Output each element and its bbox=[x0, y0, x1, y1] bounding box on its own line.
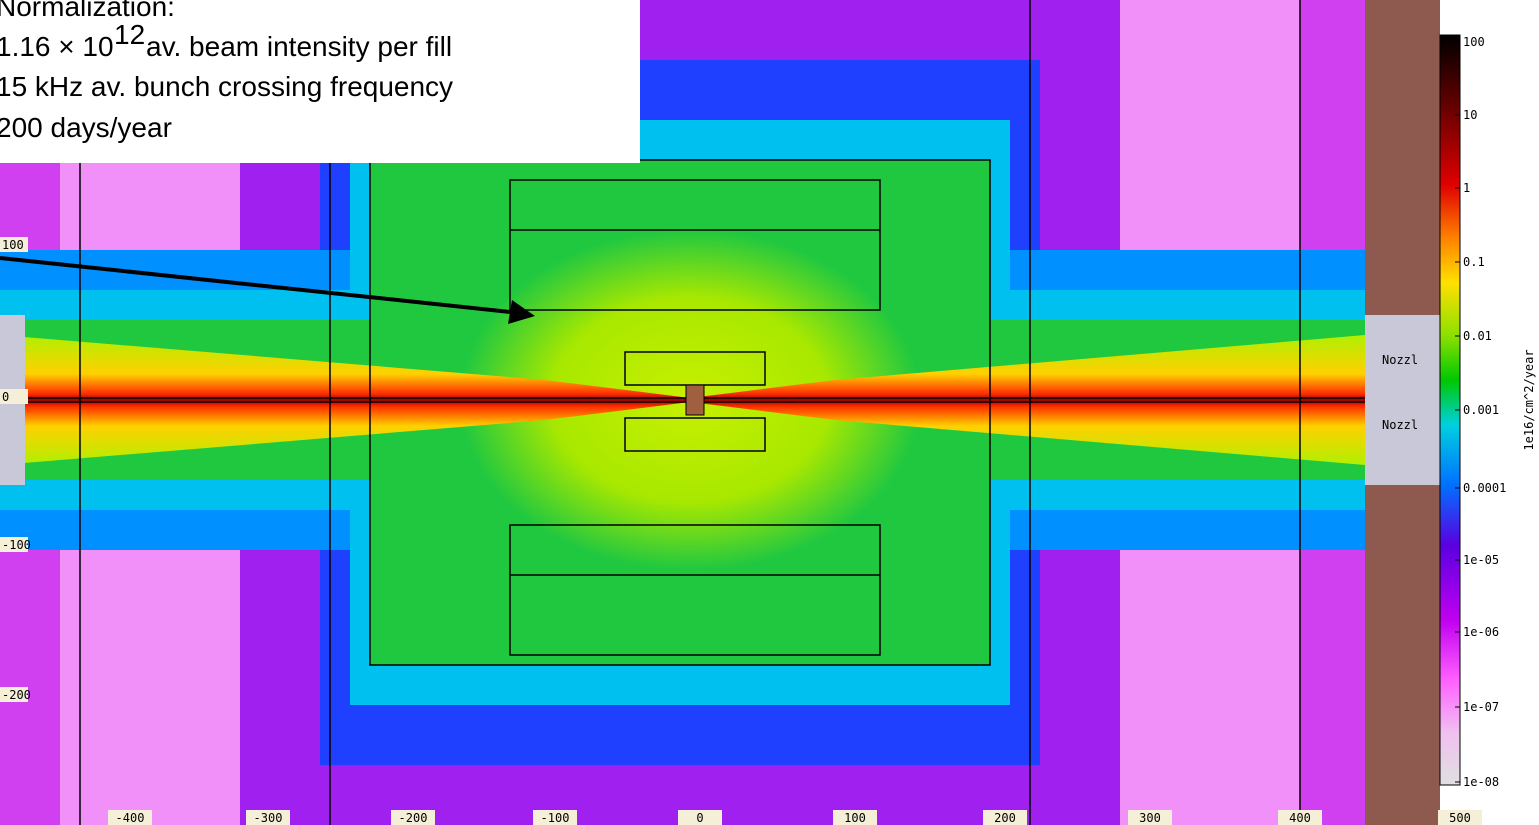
colorbar-tick-label: 1e-06 bbox=[1463, 625, 1499, 639]
y-tick-label: -200 bbox=[2, 688, 31, 702]
x-tick-label: 400 bbox=[1289, 811, 1311, 825]
annotation-superscript: 12 bbox=[114, 19, 145, 50]
colorbar-tick-label: 1e-05 bbox=[1463, 553, 1499, 567]
colorbar-tick-label: 1e-07 bbox=[1463, 700, 1499, 714]
y-tick-label: 100 bbox=[2, 238, 24, 252]
x-tick-label: 200 bbox=[994, 811, 1016, 825]
annotation-line: 200 days/year bbox=[0, 112, 172, 143]
x-tick-label: 0 bbox=[696, 811, 703, 825]
annotation-line: Normalization: bbox=[0, 0, 175, 22]
colorbar-tick-label: 10 bbox=[1463, 108, 1477, 122]
x-tick-label: -200 bbox=[399, 811, 428, 825]
colorbar-unit: 1e16/cm^2/year bbox=[1522, 349, 1536, 450]
colorbar-tick-label: 0.01 bbox=[1463, 329, 1492, 343]
x-tick-label: -300 bbox=[254, 811, 283, 825]
x-tick-label: 300 bbox=[1139, 811, 1161, 825]
colorbar-tick-label: 1 bbox=[1463, 181, 1470, 195]
y-tick-label: -100 bbox=[2, 538, 31, 552]
colorbar-tick-label: 100 bbox=[1463, 35, 1485, 49]
colorbar-tick-label: 1e-08 bbox=[1463, 775, 1499, 789]
annotation-line: 1.16 × 10 bbox=[0, 31, 114, 62]
x-tick-label: -100 bbox=[541, 811, 570, 825]
colorbar-tick-label: 0.1 bbox=[1463, 255, 1485, 269]
x-tick-label: 500 bbox=[1449, 811, 1471, 825]
annotation-line: 15 kHz av. bunch crossing frequency bbox=[0, 71, 453, 102]
y-tick-label: 0 bbox=[2, 390, 9, 404]
region-label: Nozzl bbox=[1382, 353, 1418, 367]
x-tick-label: -400 bbox=[116, 811, 145, 825]
colorbar-tick-label: 0.001 bbox=[1463, 403, 1499, 417]
screenshot: Normalization: 1.16 × 1012av. beam intens… bbox=[0, 0, 1539, 825]
region-label: Nozzl bbox=[1382, 418, 1418, 432]
x-tick-label: 100 bbox=[844, 811, 866, 825]
colorbar-tick-label: 0.0001 bbox=[1463, 481, 1506, 495]
page: {"annotation":{"lines":["Normalization:"… bbox=[0, 0, 1539, 825]
annotation-line: av. beam intensity per fill bbox=[146, 31, 452, 62]
